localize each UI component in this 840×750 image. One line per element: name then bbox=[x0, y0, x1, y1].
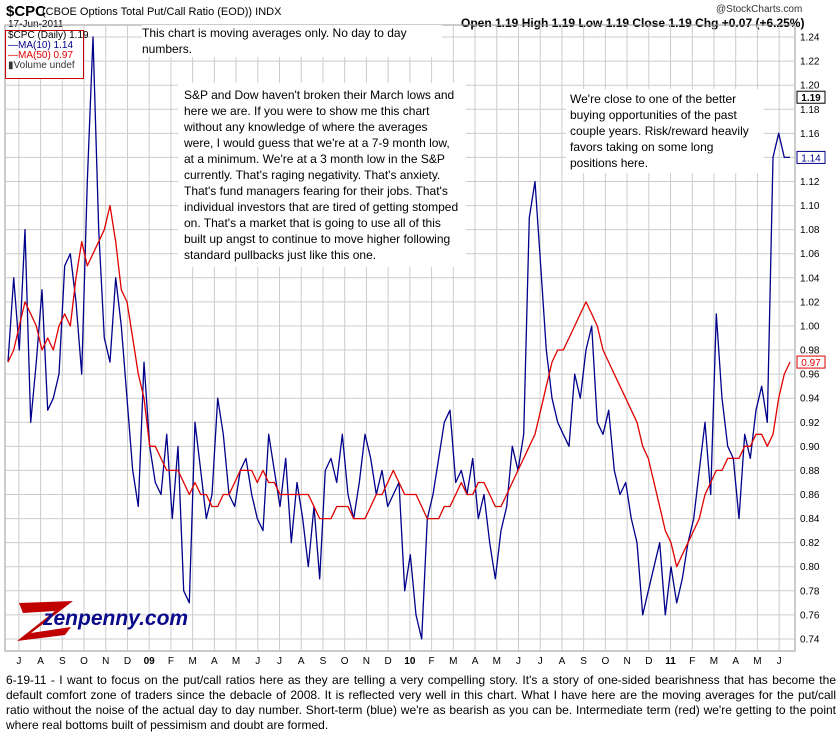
chart-symbol: $CPC bbox=[6, 3, 47, 20]
annotation-right: We're close to one of the better buying … bbox=[566, 89, 764, 173]
annotation-top: This chart is moving averages only. No d… bbox=[142, 25, 442, 57]
x-tick-label: A bbox=[559, 656, 566, 667]
y-tick-label: 0.84 bbox=[800, 514, 820, 525]
y-tick-label: 1.10 bbox=[800, 201, 820, 212]
y-tick-label: 1.18 bbox=[800, 105, 820, 116]
x-tick-label: O bbox=[341, 656, 349, 667]
price-label-box bbox=[796, 90, 826, 104]
x-tick-label: F bbox=[168, 656, 174, 667]
x-tick-label: 11 bbox=[665, 656, 676, 667]
x-tick-label: A bbox=[37, 656, 44, 667]
price-label-text: 1.19 bbox=[801, 93, 821, 104]
x-tick-label: O bbox=[601, 656, 609, 667]
series-layer bbox=[7, 36, 791, 640]
x-tick-label: M bbox=[710, 656, 718, 667]
x-tick-label: J bbox=[777, 656, 782, 667]
y-tick-label: 0.82 bbox=[800, 538, 820, 549]
legend-ma10: —MA(10) 1.14 bbox=[8, 40, 74, 51]
x-tick-label: D bbox=[645, 656, 652, 667]
x-tick-label: O bbox=[80, 656, 88, 667]
x-tick-label: J bbox=[255, 656, 260, 667]
x-tick-label: F bbox=[429, 656, 435, 667]
legend-volume-label: Volume undef bbox=[13, 60, 75, 71]
x-tick-label: 10 bbox=[404, 656, 416, 667]
x-tick-label: N bbox=[102, 656, 109, 667]
legend-ma50-label: MA(50) 0.97 bbox=[18, 50, 74, 61]
price-label-box bbox=[796, 150, 826, 164]
x-tick-label: M bbox=[188, 656, 196, 667]
x-tick-label: D bbox=[385, 656, 392, 667]
x-tick-label: N bbox=[623, 656, 630, 667]
y-tick-label: 0.78 bbox=[800, 586, 820, 597]
x-tick-label: M bbox=[449, 656, 457, 667]
y-tick-label: 0.86 bbox=[800, 490, 820, 501]
chart-name: (CBOE Options Total Put/Call Ratio (EOD)… bbox=[42, 6, 282, 18]
x-axis: J A S O N D 09 F M A M J J A S O N D 10 F M A M J J A S O N D 11 F M A M J bbox=[16, 656, 781, 667]
y-tick-label: 1.08 bbox=[800, 225, 820, 236]
zenpenny-logo: zenpenny.com bbox=[17, 601, 188, 641]
y-tick-label: 0.88 bbox=[800, 466, 820, 477]
x-tick-label: J bbox=[538, 656, 543, 667]
x-tick-label: 09 bbox=[144, 656, 156, 667]
y-tick-label: 1.24 bbox=[800, 33, 820, 44]
x-tick-label: A bbox=[298, 656, 305, 667]
y-axis: 0.74 0.76 0.78 0.80 0.82 0.84 0.86 0.88 0.90 0.92… bbox=[800, 33, 820, 646]
x-tick-label: M bbox=[753, 656, 761, 667]
y-tick-label: 1.12 bbox=[800, 177, 820, 188]
price-label-text: 1.14 bbox=[801, 153, 821, 164]
legend-ma10-label: MA(10) 1.14 bbox=[18, 40, 74, 51]
series-line-ma50 bbox=[7, 204, 791, 568]
y-tick-label: 0.76 bbox=[800, 610, 820, 621]
quote-summary: Open 1.19 High 1.19 Low 1.19 Close 1.19 … bbox=[461, 16, 805, 30]
y-tick-label: 1.20 bbox=[800, 81, 820, 92]
x-tick-label: J bbox=[516, 656, 521, 667]
legend-ma50: —MA(50) 0.97 bbox=[8, 50, 74, 61]
y-tick-label: 0.74 bbox=[800, 634, 820, 645]
y-tick-label: 1.04 bbox=[800, 273, 820, 284]
y-tick-label: 1.00 bbox=[800, 321, 820, 332]
price-label-text: 0.97 bbox=[801, 358, 821, 369]
x-tick-label: M bbox=[493, 656, 501, 667]
y-tick-label: 0.80 bbox=[800, 562, 820, 573]
legend-volume: ▮Volume undef bbox=[8, 60, 75, 71]
y-tick-label: 0.90 bbox=[800, 442, 820, 453]
logo-text: zenpenny.com bbox=[42, 607, 188, 630]
y-tick-label: 1.02 bbox=[800, 297, 820, 308]
x-tick-label: S bbox=[59, 656, 66, 667]
annotation-main: S&P and Dow haven't broken their March l… bbox=[178, 83, 466, 267]
logo-z-mark bbox=[17, 601, 73, 641]
price-labels: 1.19 1.14 0.97 bbox=[796, 90, 826, 369]
x-tick-label: A bbox=[211, 656, 218, 667]
y-tick-label: 0.94 bbox=[800, 394, 820, 405]
x-tick-label: J bbox=[16, 656, 21, 667]
y-tick-label: 0.98 bbox=[800, 346, 820, 357]
x-tick-label: M bbox=[232, 656, 240, 667]
legend-main: $CPC (Daily) 1.19 bbox=[8, 30, 89, 41]
x-tick-label: J bbox=[277, 656, 282, 667]
x-tick-label: S bbox=[320, 656, 327, 667]
y-tick-label: 1.22 bbox=[800, 57, 820, 68]
x-tick-label: A bbox=[732, 656, 739, 667]
price-label-box bbox=[796, 355, 826, 369]
y-tick-label: 0.96 bbox=[800, 370, 820, 381]
caption-text: 6-19-11 - I want to focus on the put/cal… bbox=[6, 673, 836, 732]
x-tick-label: F bbox=[689, 656, 695, 667]
x-tick-label: D bbox=[124, 656, 131, 667]
x-tick-label: A bbox=[472, 656, 479, 667]
y-tick-label: 0.92 bbox=[800, 418, 820, 429]
x-tick-label: S bbox=[580, 656, 587, 667]
stockcharts-watermark: @StockCharts.com bbox=[716, 4, 803, 15]
y-tick-label: 1.16 bbox=[800, 129, 820, 140]
y-tick-label: 1.06 bbox=[800, 249, 820, 260]
chart-legend: $CPC (Daily) 1.19 —MA(10) 1.14 —MA(50) 0… bbox=[5, 30, 89, 79]
x-tick-label: N bbox=[363, 656, 370, 667]
